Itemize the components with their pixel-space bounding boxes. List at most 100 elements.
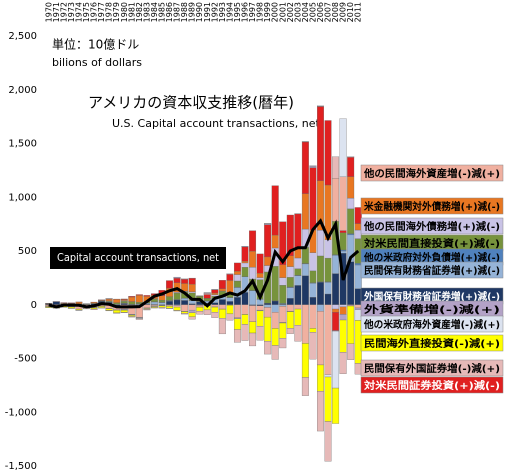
bar-segment <box>211 312 219 318</box>
bar-segment <box>317 391 324 432</box>
bar-segment <box>233 280 241 288</box>
bar-segment <box>135 318 143 320</box>
bar-segment <box>166 300 174 305</box>
bar-segment <box>249 230 257 252</box>
bar-segment <box>271 328 279 346</box>
bar-segment <box>324 421 332 462</box>
bar-segment <box>98 306 106 308</box>
bar-segment <box>105 298 113 302</box>
bar-segment <box>309 166 317 168</box>
y-tick-label: 1,000 <box>8 192 37 203</box>
bar-segment <box>317 229 324 257</box>
bar-segment <box>218 318 226 335</box>
bar-segment <box>203 293 211 295</box>
bar-segment <box>256 326 264 341</box>
bar-segment <box>301 263 309 276</box>
x-tick-label: 1975 <box>82 2 91 22</box>
legend-label: 他の民間海外債務増(+)減(-) <box>363 220 500 233</box>
bar-segment <box>203 298 211 302</box>
bar-segment <box>256 304 264 306</box>
bar-segment <box>211 306 219 313</box>
bar-segment <box>354 229 362 239</box>
x-tick-label: 1976 <box>90 2 99 22</box>
bar-segment <box>279 264 287 278</box>
bar-segment <box>241 304 249 315</box>
bar-segment <box>113 302 121 305</box>
x-tick-label: 1984 <box>150 2 159 22</box>
bar-segment <box>158 307 166 309</box>
bar-segment <box>264 303 272 305</box>
bar-segment <box>188 304 196 311</box>
bar-segment <box>158 305 166 308</box>
bar-segment <box>256 273 264 278</box>
bar-segment <box>317 255 324 282</box>
bar-segment <box>347 197 355 210</box>
bar-segment <box>279 304 287 307</box>
bar-segment <box>120 310 128 313</box>
bar-segment <box>354 223 362 231</box>
x-tick-label: 1990 <box>195 2 204 22</box>
bar-segment <box>233 274 241 282</box>
y-tick-label: -1,000 <box>5 407 37 418</box>
x-tick-label: 2003 <box>293 2 302 22</box>
bar-segment <box>158 299 166 303</box>
bar-segment <box>317 106 324 181</box>
x-tick-label: 2004 <box>301 2 310 22</box>
bar-segment <box>196 311 204 315</box>
bar-segment <box>128 296 136 302</box>
bar-segment <box>286 255 294 267</box>
bar-segment <box>309 304 317 329</box>
bar-segment <box>332 273 340 305</box>
bar-segment <box>128 315 136 317</box>
bar-segment <box>317 364 324 392</box>
bar-segment <box>181 313 189 315</box>
line-label: Capital account transactions, net <box>57 251 220 264</box>
bar-segment <box>233 262 241 272</box>
x-tick-label: 1981 <box>127 2 136 22</box>
x-tick-label: 2008 <box>331 2 340 22</box>
bar-segment <box>324 282 332 295</box>
bar-segment <box>181 304 189 312</box>
bar-segment <box>226 297 234 302</box>
bar-segment <box>279 277 287 286</box>
legend-swatch <box>360 334 504 352</box>
x-tick-label: 1999 <box>263 2 272 22</box>
y-tick-label: 0 <box>31 300 37 311</box>
bar-segment <box>332 387 340 424</box>
bar-segment <box>211 292 219 295</box>
bar-segment <box>196 307 204 312</box>
bar-segment <box>309 283 317 298</box>
bar-segment <box>347 156 355 158</box>
legend-label: 他の民間海外資産増(-)減(+) <box>363 167 500 180</box>
bar-segment <box>354 307 362 310</box>
bar-segment <box>166 306 174 309</box>
bar-segment <box>309 165 317 167</box>
bar-segment <box>181 298 189 301</box>
bar-segment <box>347 305 355 344</box>
bar-segment <box>264 256 272 266</box>
bar-segment <box>241 262 249 268</box>
bar-segment <box>332 330 340 389</box>
x-tick-label: 1992 <box>210 2 219 22</box>
bar-segment <box>301 141 309 194</box>
bar-segment <box>241 267 249 277</box>
bar-segment <box>218 304 226 310</box>
bar-segment <box>271 234 279 249</box>
bar-segment <box>286 287 294 299</box>
x-tick-label: 1979 <box>112 2 121 22</box>
bar-segment <box>181 311 189 314</box>
x-tick-label: 2005 <box>308 2 317 22</box>
bar-segment <box>233 329 241 343</box>
bar-segment <box>279 322 287 339</box>
x-tick-label: 1977 <box>97 2 106 22</box>
legend-label: 対米民間証券投資(+)減(-) <box>363 379 500 392</box>
bar-segment <box>233 271 241 275</box>
bar-segment <box>339 249 347 252</box>
bar-segment <box>226 305 234 315</box>
bar-segment <box>143 309 151 311</box>
bar-segment <box>339 304 347 308</box>
bar-segment <box>324 257 332 282</box>
x-tick-label: 1991 <box>203 2 212 22</box>
bar-segment <box>98 307 106 309</box>
bar-segment <box>301 377 309 396</box>
